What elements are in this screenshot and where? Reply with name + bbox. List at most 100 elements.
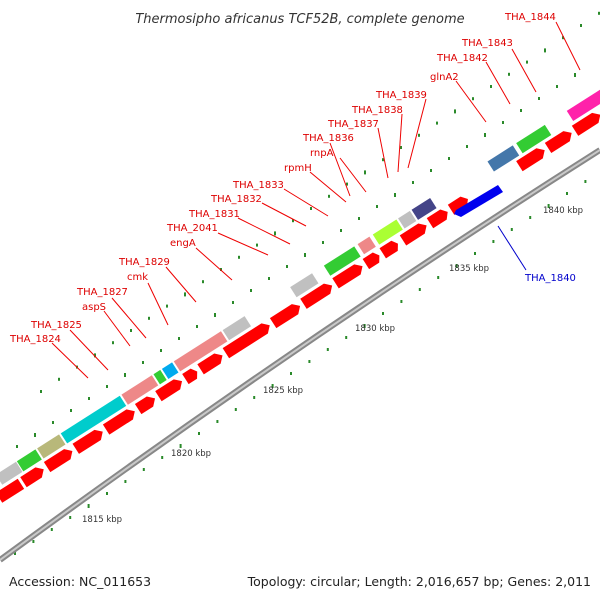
cog-bar (37, 434, 66, 459)
tick-mark-major (179, 444, 182, 448)
gene-arrow[interactable] (300, 280, 335, 309)
gene-arrow[interactable] (102, 406, 138, 435)
gene-label-tha-1840[interactable]: THA_1840 (524, 273, 576, 284)
cog-bar (0, 461, 23, 485)
gene-arrow[interactable] (362, 250, 383, 270)
gene-label-asps[interactable]: aspS (82, 302, 106, 313)
gene-arrow[interactable] (155, 376, 185, 402)
gene-label-tha-1829[interactable]: THA_1829 (118, 257, 170, 268)
tick-mark (250, 289, 252, 292)
tick-mark (502, 121, 504, 124)
tick-mark (562, 36, 564, 40)
gene-label-tha-1831[interactable]: THA_1831 (188, 209, 240, 220)
tick-mark (310, 207, 312, 210)
cog-bar (153, 369, 167, 385)
tick-mark (14, 552, 16, 555)
cog-bar (121, 375, 159, 405)
gene-arrow[interactable] (0, 478, 25, 503)
tick-mark (584, 180, 587, 183)
cog-bar (173, 331, 228, 372)
cog-bar (487, 145, 520, 172)
tick-label-1835: 1835 kbp (449, 264, 489, 274)
gene-label-tha-1839[interactable]: THA_1839 (375, 90, 427, 101)
tick-mark (490, 85, 492, 88)
cog-bar (222, 316, 252, 341)
gene-label-tha-1842[interactable]: THA_1842 (436, 53, 488, 64)
tick-mark (340, 229, 342, 232)
gene-label-tha-1832[interactable]: THA_1832 (210, 194, 262, 205)
tick-mark (234, 408, 237, 411)
tick-mark (106, 492, 108, 495)
gene-label-tha-1836[interactable]: THA_1836 (302, 133, 354, 144)
gene-label-tha-1837[interactable]: THA_1837 (327, 119, 379, 130)
gene-label-enga[interactable]: engA (170, 238, 196, 249)
cog-bar (372, 219, 403, 245)
tick-mark-major (304, 253, 306, 257)
gene-label-tha-1844[interactable]: THA_1844 (504, 12, 556, 23)
tick-mark (448, 157, 450, 160)
gene-arrow[interactable] (269, 301, 303, 329)
tick-mark (268, 277, 270, 280)
tick-mark-major (574, 73, 576, 77)
gene-arrow[interactable] (134, 393, 158, 415)
tick-mark (412, 181, 414, 184)
tick-mark-major (124, 373, 126, 377)
cog-bar (357, 236, 376, 255)
tick-mark-major (271, 384, 274, 388)
gene-label-tha-1827[interactable]: THA_1827 (76, 287, 128, 298)
tick-label-1820: 1820 kbp (171, 449, 211, 459)
gene-arrow[interactable] (447, 194, 471, 215)
gene-arrow-tha-1840[interactable] (454, 185, 503, 217)
tick-mark-major (484, 133, 486, 137)
tick-label-1825: 1825 kbp (263, 386, 303, 396)
tick-mark-major (454, 109, 456, 114)
tick-labels: 1815 kbp 1820 kbp 1825 kbp 1830 kbp 1835… (82, 206, 583, 525)
tick-mark (308, 360, 311, 363)
gene-arrow[interactable] (20, 464, 47, 488)
tick-mark-major (547, 204, 550, 208)
gene-arrow[interactable] (571, 110, 600, 136)
gene-arrow[interactable] (426, 207, 451, 229)
tick-mark (346, 182, 348, 186)
gene-label-tha-1825[interactable]: THA_1825 (30, 320, 82, 331)
gene-label-rnpa[interactable]: rnpA (310, 148, 334, 159)
gene-arrow[interactable] (222, 320, 273, 359)
gene-arrow[interactable] (516, 145, 548, 172)
tick-mark (166, 304, 168, 308)
gene-arrow[interactable] (399, 220, 430, 246)
gene-label-tha-1833[interactable]: THA_1833 (232, 180, 284, 191)
tick-mark (358, 217, 360, 220)
tick-mark (466, 145, 468, 148)
tick-mark (238, 255, 240, 259)
tick-mark (256, 243, 258, 247)
tick-mark (142, 361, 144, 364)
tick-mark (198, 432, 200, 435)
tick-mark (112, 341, 114, 345)
gene-label-tha-2041[interactable]: THA_2041 (166, 223, 218, 234)
reverse-genes (454, 185, 503, 217)
gene-label-glna2[interactable]: glnA2 (430, 72, 459, 83)
gene-arrow[interactable] (72, 427, 106, 454)
gene-arrow[interactable] (43, 446, 76, 473)
tick-mark (161, 456, 164, 459)
gene-arrow[interactable] (332, 261, 365, 289)
genome-backbone (0, 147, 600, 563)
tick-mark (529, 216, 532, 219)
gene-label-tha-1824[interactable]: THA_1824 (9, 334, 61, 345)
tick-mark (328, 194, 330, 198)
gene-arrow[interactable] (182, 366, 200, 385)
gene-label-rpmh[interactable]: rpmH (284, 163, 312, 174)
gene-arrow[interactable] (379, 239, 402, 259)
tick-mark (50, 528, 53, 531)
tick-mark (556, 85, 558, 88)
tick-mark-major (363, 324, 366, 328)
gene-label-tha-1843[interactable]: THA_1843 (461, 38, 513, 49)
gene-label-cmk[interactable]: cmk (127, 272, 148, 283)
gene-label-tha-1838[interactable]: THA_1838 (351, 105, 403, 116)
tick-dots (14, 11, 600, 555)
tick-mark (52, 421, 54, 424)
tick-mark (196, 325, 198, 328)
gene-arrow[interactable] (544, 128, 575, 154)
gene-arrow[interactable] (197, 350, 225, 375)
